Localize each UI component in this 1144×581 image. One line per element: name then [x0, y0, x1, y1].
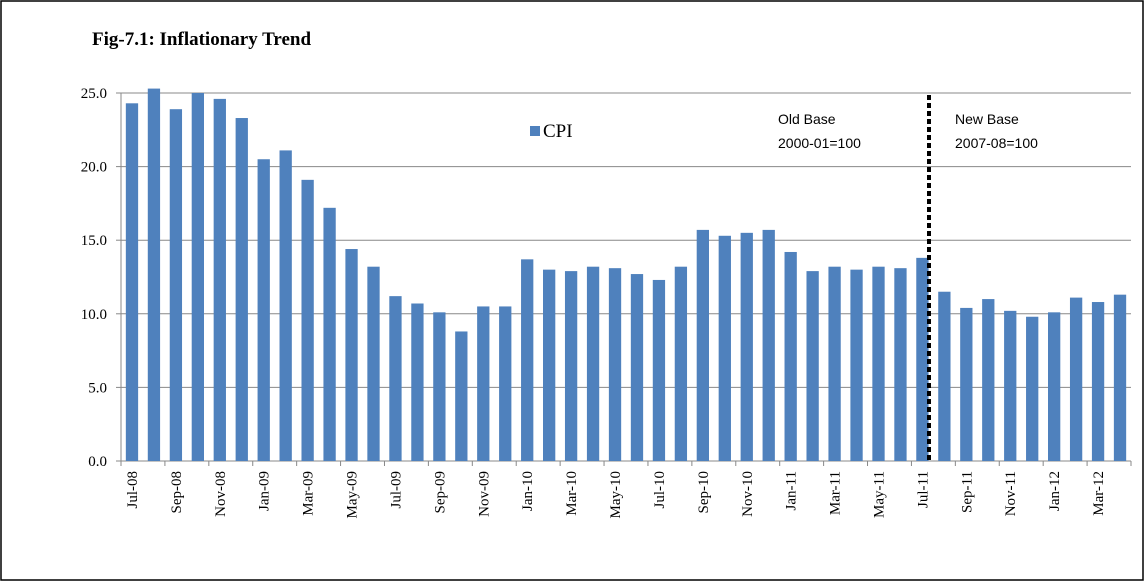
bar — [543, 269, 556, 461]
annotation: Old Base — [778, 111, 836, 127]
bar — [564, 271, 578, 461]
bar — [784, 251, 797, 461]
y-tick-label: 5.0 — [88, 380, 107, 396]
bar — [828, 266, 841, 461]
bar — [894, 268, 907, 461]
bar — [301, 179, 314, 461]
x-tick-label: Sep-10 — [696, 471, 712, 514]
y-tick-label: 10.0 — [81, 307, 107, 323]
bar — [433, 312, 446, 461]
bar — [477, 306, 490, 461]
bar — [1113, 294, 1127, 461]
bar — [169, 109, 183, 461]
x-tick-label: Jan-10 — [520, 471, 536, 511]
x-tick-label: Jul-09 — [388, 471, 404, 509]
bar — [872, 266, 885, 461]
bar — [499, 306, 512, 461]
x-tick-label: Nov-09 — [476, 471, 492, 517]
x-tick-label: Sep-09 — [432, 471, 448, 514]
x-tick-label: May-09 — [345, 471, 361, 519]
x-tick-label: Nov-11 — [1003, 471, 1019, 516]
bar — [521, 259, 534, 461]
bar — [389, 296, 402, 461]
legend-swatch — [530, 126, 540, 136]
bar — [279, 150, 292, 461]
bar — [455, 331, 468, 461]
bar — [1004, 310, 1017, 461]
x-tick-label: May-10 — [608, 471, 624, 519]
y-tick-label: 20.0 — [81, 160, 107, 176]
bar — [367, 266, 380, 461]
x-tick-label: Nov-08 — [213, 471, 229, 517]
x-tick-label: Mar-09 — [301, 471, 317, 516]
bar — [323, 207, 336, 461]
annotation: New Base — [955, 111, 1019, 127]
x-tick-label: Nov-10 — [740, 471, 756, 517]
y-tick-label: 25.0 — [81, 86, 107, 102]
bar — [1069, 297, 1083, 461]
bar — [762, 229, 775, 461]
bar — [608, 268, 622, 461]
chart-title: Fig-7.1: Inflationary Trend — [92, 29, 311, 50]
bar — [696, 229, 709, 461]
bar — [740, 232, 753, 461]
bar — [125, 103, 139, 461]
y-tick-label: 0.0 — [88, 454, 107, 470]
bar — [257, 159, 270, 462]
bar — [586, 266, 600, 461]
bar — [652, 279, 666, 461]
bar — [718, 235, 731, 461]
bar — [147, 88, 161, 462]
x-tick-label: Jan-09 — [257, 471, 273, 511]
bar — [982, 299, 995, 461]
bar — [938, 291, 951, 461]
bar — [213, 98, 226, 461]
bar — [1048, 312, 1061, 461]
bar — [191, 93, 204, 461]
x-tick-label: Sep-11 — [959, 471, 975, 513]
bar — [674, 266, 688, 461]
annotation: 2000-01=100 — [778, 135, 861, 151]
x-tick-label: Mar-10 — [564, 471, 580, 516]
bar — [235, 118, 248, 462]
bar — [850, 269, 863, 461]
bar — [411, 303, 424, 461]
x-tick-label: Jan-12 — [1047, 471, 1063, 511]
bar — [1091, 302, 1105, 461]
bar — [345, 249, 358, 461]
x-tick-label: Sep-08 — [169, 471, 185, 514]
x-tick-label: Jul-08 — [125, 471, 141, 509]
x-tick-label: Mar-11 — [828, 471, 844, 515]
bar — [1026, 316, 1039, 461]
y-tick-label: 15.0 — [81, 233, 107, 249]
bar — [960, 307, 973, 461]
bar — [630, 274, 644, 461]
x-tick-label: May-11 — [872, 471, 888, 518]
x-tick-label: Jul-10 — [652, 471, 668, 509]
x-tick-label: Mar-12 — [1091, 471, 1107, 516]
bar — [916, 257, 929, 461]
legend-label: CPI — [543, 121, 573, 142]
annotation: 2007-08=100 — [955, 135, 1038, 151]
bar — [806, 271, 819, 461]
x-tick-label: Jul-11 — [915, 471, 931, 508]
x-tick-label: Jan-11 — [784, 471, 800, 510]
